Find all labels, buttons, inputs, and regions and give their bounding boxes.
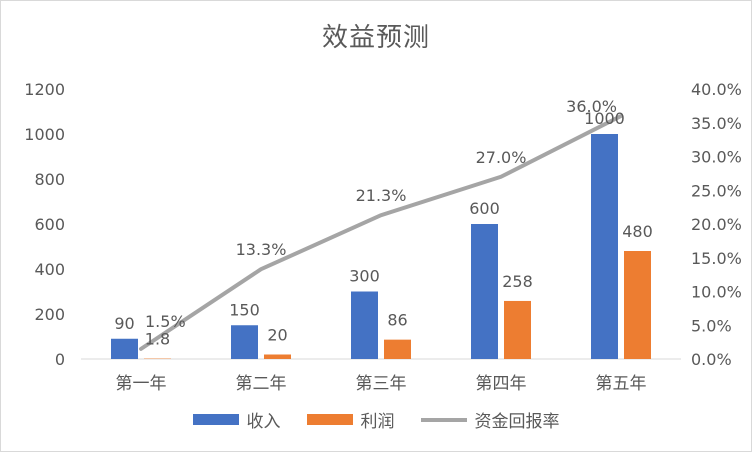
y-left-tick-label: 1000 — [24, 125, 65, 144]
legend-label-profit: 利润 — [360, 412, 395, 432]
data-label-revenue: 90 — [114, 314, 134, 333]
legend-label-return-rate: 资金回报率 — [474, 412, 560, 432]
x-tick-label: 第一年 — [116, 374, 167, 394]
x-tick-label: 第三年 — [356, 374, 407, 394]
y-right-tick-label: 20.0% — [691, 215, 742, 234]
legend-swatch-profit — [306, 414, 353, 425]
bar-revenue — [591, 134, 618, 359]
data-label-profit: 480 — [622, 222, 653, 241]
data-label-return-rate: 1.5% — [145, 312, 186, 331]
data-label-revenue: 150 — [229, 300, 260, 319]
data-label-revenue: 1000 — [584, 109, 625, 128]
x-tick-label: 第五年 — [596, 374, 647, 394]
chart-title: 效益预测 — [321, 23, 430, 53]
line-return-rate — [139, 114, 623, 351]
x-tick-label: 第四年 — [476, 374, 527, 394]
y-right-tick-label: 5.0% — [691, 316, 732, 335]
bar-profit — [504, 300, 531, 359]
bar-revenue — [351, 291, 378, 359]
y-left-tick-label: 600 — [34, 215, 65, 234]
legend-item-return-rate: 资金回报率 — [420, 407, 560, 432]
y-right-tick-label: 15.0% — [691, 249, 742, 268]
legend-item-revenue: 收入 — [192, 407, 281, 432]
chart-plot: 0 200 400 600 800 1000 1200 0.0% 5.0% 10.0% 15.0% 2… — [24, 80, 742, 394]
bar-profit — [624, 251, 651, 359]
legend-swatch-revenue — [192, 414, 239, 425]
data-label-return-rate: 36.0% — [566, 97, 617, 116]
data-label-revenue: 300 — [349, 267, 380, 286]
x-tick-label: 第二年 — [236, 374, 287, 394]
data-label-return-rate: 13.3% — [236, 240, 287, 259]
y-right-tick-label: 40.0% — [691, 80, 742, 99]
y-right-tick-label: 0.0% — [691, 350, 732, 369]
data-label-profit: 1.8 — [145, 330, 170, 349]
y-left-tick-label: 800 — [34, 170, 65, 189]
y-left-tick-label: 400 — [34, 260, 65, 279]
y-right-tick-label: 10.0% — [691, 283, 742, 302]
bar-profit — [264, 354, 291, 359]
data-label-profit: 20 — [267, 326, 287, 345]
data-label-profit: 86 — [387, 311, 407, 330]
y-right-tick-label: 35.0% — [691, 114, 742, 133]
bar-profit — [384, 339, 411, 359]
data-label-profit: 258 — [502, 272, 533, 291]
y-left-tick-label: 0 — [55, 350, 65, 369]
legend-swatch-return-rate — [420, 417, 467, 422]
y-right-tick-label: 30.0% — [691, 148, 742, 167]
data-label-return-rate: 21.3% — [356, 186, 407, 205]
y-left-tick-label: 1200 — [24, 80, 65, 99]
legend-item-profit: 利润 — [306, 407, 395, 432]
legend-label-revenue: 收入 — [246, 412, 281, 432]
y-right-tick-label: 25.0% — [691, 181, 742, 200]
data-label-return-rate: 27.0% — [476, 148, 527, 167]
y-left-tick-label: 200 — [34, 305, 65, 324]
bar-revenue — [231, 325, 258, 359]
data-label-revenue: 600 — [469, 199, 500, 218]
bar-revenue — [111, 338, 138, 359]
chart-legend: 收入 利润 资金回报率 — [1, 407, 751, 432]
bar-revenue — [471, 224, 498, 359]
